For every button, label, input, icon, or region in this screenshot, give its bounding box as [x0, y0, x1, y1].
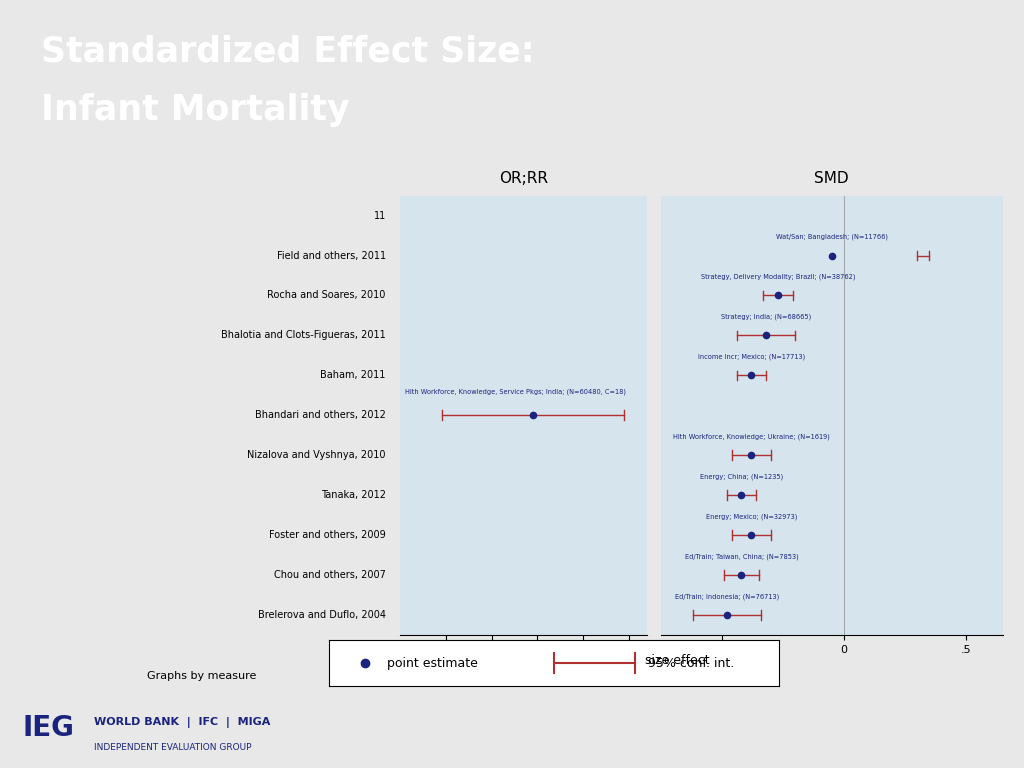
Text: Tanaka, 2012: Tanaka, 2012 [321, 490, 386, 500]
Text: Chou and others, 2007: Chou and others, 2007 [274, 570, 386, 580]
Text: Graphs by measure: Graphs by measure [146, 670, 256, 680]
Text: Energy; China; (N=1235): Energy; China; (N=1235) [699, 474, 783, 480]
Text: OR;RR: OR;RR [500, 170, 548, 186]
Text: Hlth Workforce, Knowledge; Ukraine; (N=1619): Hlth Workforce, Knowledge; Ukraine; (N=1… [673, 434, 829, 440]
Text: 11: 11 [374, 210, 386, 220]
Text: point estimate: point estimate [387, 657, 478, 670]
Text: size effect: size effect [645, 654, 710, 667]
Text: Baham, 2011: Baham, 2011 [321, 370, 386, 380]
Text: Hlth Workforce, Knowledge, Service Pkgs; India; (N=60480, C=18): Hlth Workforce, Knowledge, Service Pkgs;… [404, 388, 626, 395]
Text: Wat/San; Bangladesh; (N=11766): Wat/San; Bangladesh; (N=11766) [776, 233, 888, 240]
Text: Strategy, Delivery Modality; Brazil; (N=38762): Strategy, Delivery Modality; Brazil; (N=… [700, 273, 855, 280]
Text: Standardized Effect Size:: Standardized Effect Size: [41, 34, 535, 68]
Text: Strategy; India; (N=68665): Strategy; India; (N=68665) [721, 313, 811, 320]
Text: Foster and others, 2009: Foster and others, 2009 [269, 530, 386, 540]
Text: Rocha and Soares, 2010: Rocha and Soares, 2010 [267, 290, 386, 300]
Text: Ed/Train; Taiwan, China; (N=7853): Ed/Train; Taiwan, China; (N=7853) [685, 554, 799, 560]
Text: Energy; Mexico; (N=32973): Energy; Mexico; (N=32973) [706, 514, 797, 520]
Text: Income Incr; Mexico; (N=17713): Income Incr; Mexico; (N=17713) [697, 353, 805, 360]
Text: Ed/Train; Indonesia; (N=76713): Ed/Train; Indonesia; (N=76713) [675, 594, 779, 600]
Text: Brelerova and Duflo, 2004: Brelerova and Duflo, 2004 [258, 610, 386, 620]
Text: IEG: IEG [23, 713, 75, 742]
Text: Nizalova and Vyshnya, 2010: Nizalova and Vyshnya, 2010 [248, 450, 386, 460]
Text: Bhandari and others, 2012: Bhandari and others, 2012 [255, 410, 386, 420]
Text: Bhalotia and Clots-Figueras, 2011: Bhalotia and Clots-Figueras, 2011 [221, 330, 386, 340]
Text: SMD: SMD [814, 170, 849, 186]
Text: 95% conf. int.: 95% conf. int. [648, 657, 734, 670]
Text: INDEPENDENT EVALUATION GROUP: INDEPENDENT EVALUATION GROUP [94, 743, 252, 752]
Text: Infant Mortality: Infant Mortality [41, 93, 349, 127]
Text: WORLD BANK  |  IFC  |  MIGA: WORLD BANK | IFC | MIGA [94, 717, 270, 728]
Text: Field and others, 2011: Field and others, 2011 [276, 250, 386, 260]
